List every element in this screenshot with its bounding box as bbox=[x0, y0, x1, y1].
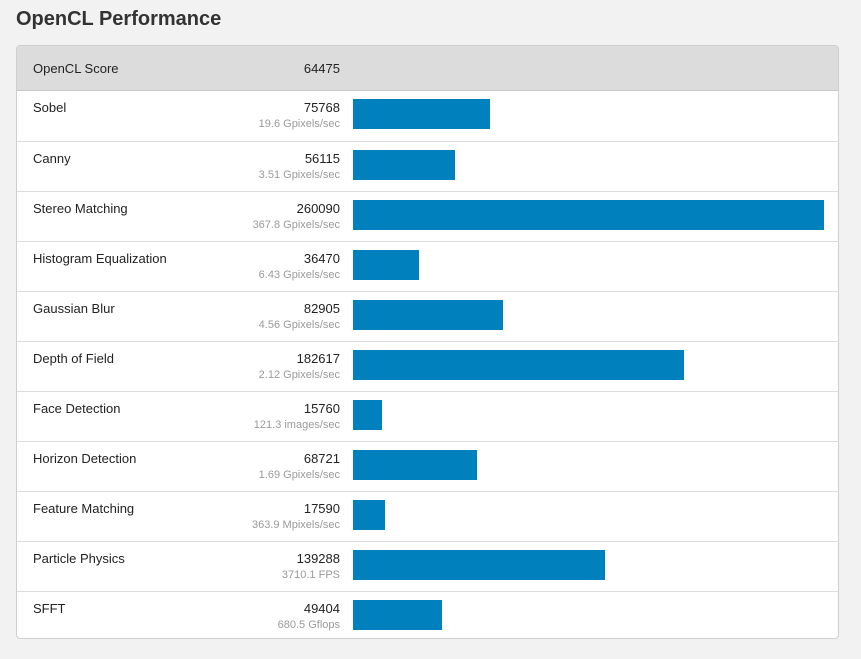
benchmark-row: Face Detection 15760 121.3 images/sec bbox=[17, 391, 838, 441]
benchmark-score: 82905 bbox=[303, 301, 340, 316]
benchmark-name: Sobel bbox=[33, 100, 67, 115]
benchmark-score: 49404 bbox=[303, 601, 340, 616]
benchmark-name: Horizon Detection bbox=[33, 451, 137, 466]
benchmark-row: Sobel 75768 19.6 Gpixels/sec bbox=[17, 91, 838, 141]
results-card: OpenCL Score 64475 Sobel 75768 19.6 Gpixel… bbox=[16, 45, 839, 639]
benchmark-bar bbox=[353, 550, 605, 580]
benchmark-rate: 121.3 images/sec bbox=[253, 419, 340, 431]
benchmark-rate: 3710.1 FPS bbox=[281, 569, 340, 581]
benchmark-bar bbox=[353, 600, 442, 630]
benchmark-score: 15760 bbox=[303, 401, 340, 416]
benchmark-score: 36470 bbox=[303, 251, 340, 266]
benchmark-name: Face Detection bbox=[33, 401, 121, 416]
benchmark-score: 182617 bbox=[296, 351, 340, 366]
benchmark-score: 139288 bbox=[296, 551, 340, 566]
summary-label: OpenCL Score bbox=[33, 61, 119, 76]
benchmark-rate: 1.69 Gpixels/sec bbox=[258, 469, 340, 481]
benchmark-score: 75768 bbox=[303, 100, 340, 115]
benchmark-score: 260090 bbox=[296, 201, 340, 216]
benchmark-row: Feature Matching 17590 363.9 Mpixels/sec bbox=[17, 491, 838, 541]
benchmark-score: 56115 bbox=[304, 151, 340, 166]
benchmark-name: Feature Matching bbox=[33, 501, 135, 516]
benchmark-rate: 367.8 Gpixels/sec bbox=[252, 219, 340, 231]
benchmark-row: Canny 56115 3.51 Gpixels/sec bbox=[17, 141, 838, 191]
benchmark-bar bbox=[353, 250, 419, 280]
benchmark-row: Stereo Matching 260090 367.8 Gpixels/sec bbox=[17, 191, 838, 241]
benchmark-bar bbox=[353, 150, 455, 180]
summary-row: OpenCL Score 64475 bbox=[17, 46, 838, 91]
benchmark-rate: 680.5 Gflops bbox=[277, 619, 340, 631]
benchmark-name: Gaussian Blur bbox=[33, 301, 115, 316]
benchmark-bar bbox=[353, 450, 477, 480]
benchmark-score: 17590 bbox=[303, 501, 340, 516]
benchmark-rate: 19.6 Gpixels/sec bbox=[258, 118, 340, 130]
benchmark-row: SFFT 49404 680.5 Gflops bbox=[17, 591, 838, 638]
benchmark-name: Particle Physics bbox=[33, 551, 125, 566]
summary-score: 64475 bbox=[303, 61, 340, 76]
benchmark-bar bbox=[353, 500, 385, 530]
benchmark-name: Histogram Equalization bbox=[33, 251, 167, 266]
benchmark-name: Canny bbox=[33, 151, 71, 166]
page-title: OpenCL Performance bbox=[16, 8, 222, 30]
benchmark-score: 68721 bbox=[303, 451, 340, 466]
benchmark-row: Depth of Field 182617 2.12 Gpixels/sec bbox=[17, 341, 838, 391]
benchmark-rate: 6.43 Gpixels/sec bbox=[258, 269, 340, 281]
benchmark-bar bbox=[353, 300, 503, 330]
benchmark-rate: 4.56 Gpixels/sec bbox=[258, 319, 340, 331]
benchmark-row: Gaussian Blur 82905 4.56 Gpixels/sec bbox=[17, 291, 838, 341]
benchmark-name: SFFT bbox=[33, 601, 66, 616]
benchmark-rate: 363.9 Mpixels/sec bbox=[251, 519, 340, 531]
benchmark-row: Particle Physics 139288 3710.1 FPS bbox=[17, 541, 838, 591]
benchmark-name: Stereo Matching bbox=[33, 201, 128, 216]
benchmark-name: Depth of Field bbox=[33, 351, 114, 366]
benchmark-bar bbox=[353, 350, 684, 380]
benchmark-row: Horizon Detection 68721 1.69 Gpixels/sec bbox=[17, 441, 838, 491]
benchmark-bar bbox=[353, 400, 382, 430]
benchmark-bar bbox=[353, 99, 490, 129]
benchmark-rate: 2.12 Gpixels/sec bbox=[258, 369, 340, 381]
benchmark-rate: 3.51 Gpixels/sec bbox=[258, 169, 340, 181]
benchmark-row: Histogram Equalization 36470 6.43 Gpixels/… bbox=[17, 241, 838, 291]
benchmark-bar bbox=[353, 200, 824, 230]
